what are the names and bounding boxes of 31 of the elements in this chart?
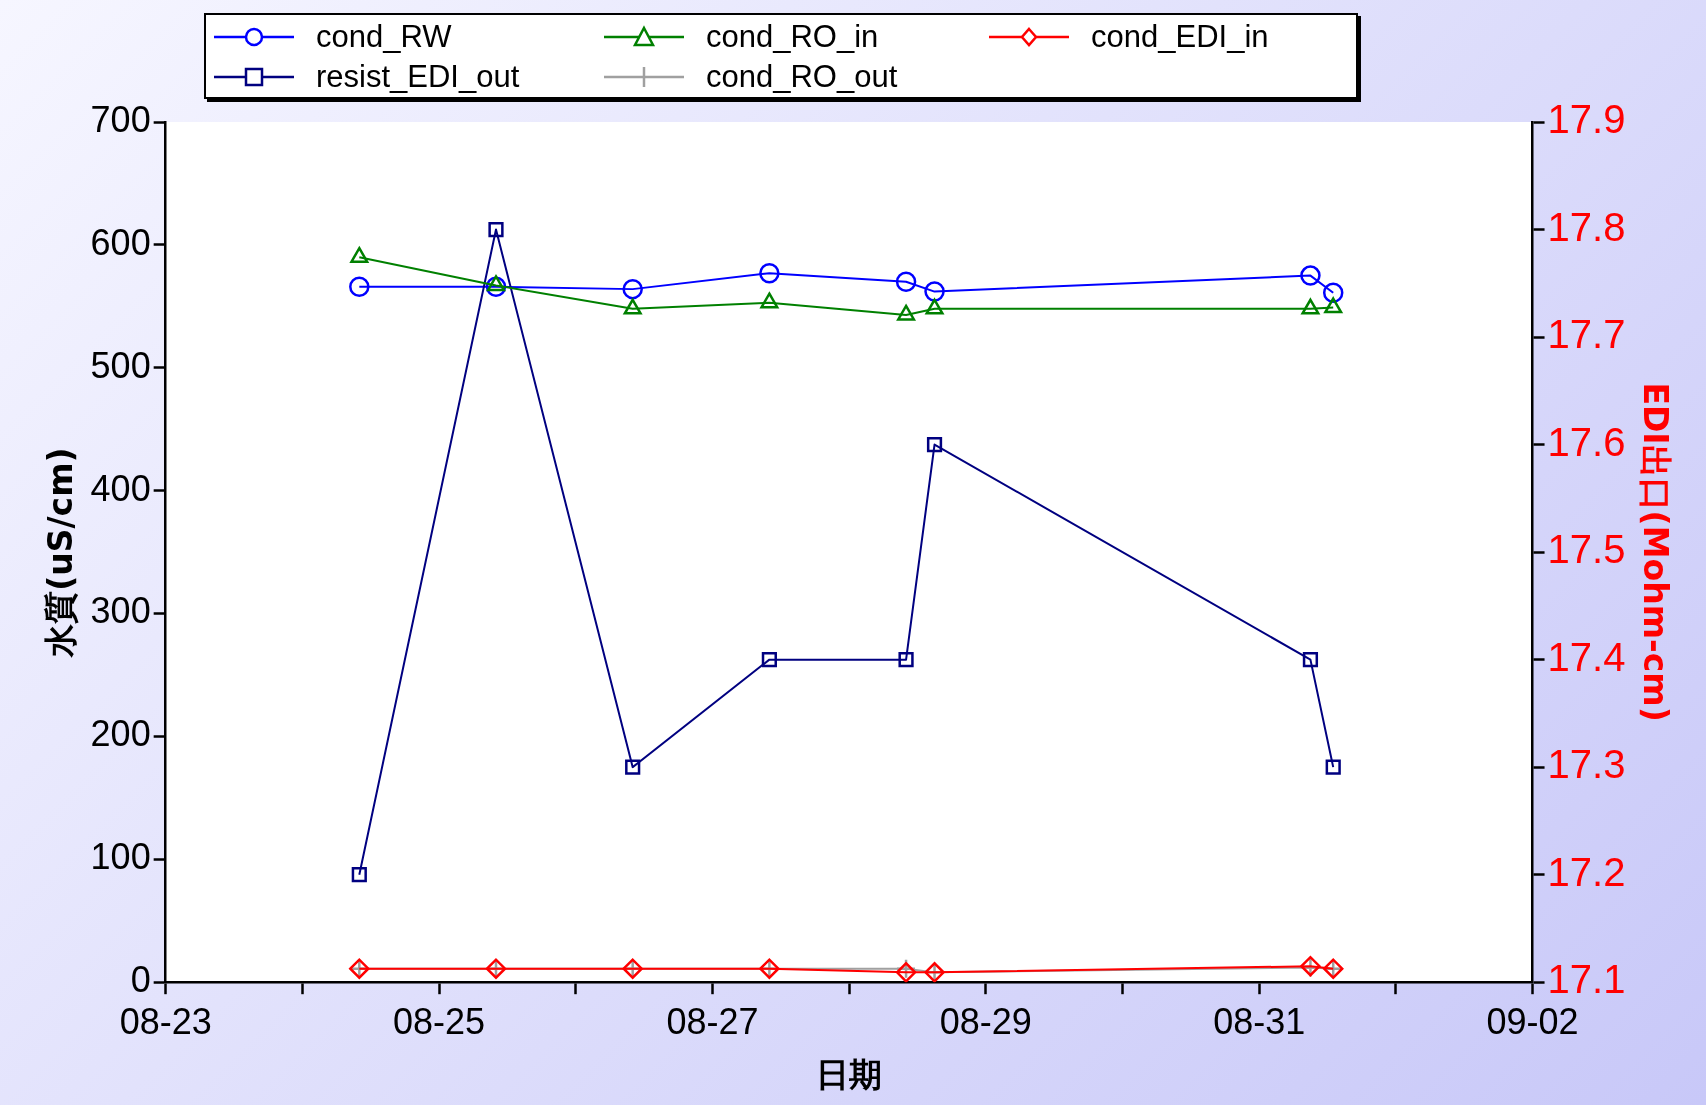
y-tick-label: 500: [90, 344, 151, 386]
x-tick-label: 08-29: [939, 1000, 1032, 1042]
y-tick-label: 100: [90, 836, 151, 878]
x-axis-title: 日期: [816, 1054, 883, 1094]
y-tick-label: 300: [90, 590, 151, 632]
y2-tick-label: 17.8: [1547, 204, 1626, 249]
legend-label: cond_RO_in: [706, 19, 879, 55]
legend-label: cond_RO_out: [706, 59, 898, 95]
x-tick-label: 08-27: [666, 1000, 759, 1042]
y2-tick-label: 17.4: [1547, 634, 1626, 679]
y-tick-label: 400: [90, 467, 151, 509]
y2-tick-label: 17.9: [1547, 97, 1626, 142]
y2-tick-label: 17.1: [1547, 957, 1626, 1002]
y-axis-title: 水質(uS/cm): [41, 447, 81, 658]
x-tick-label: 08-31: [1213, 1000, 1306, 1042]
legend-label: cond_RW: [316, 19, 452, 55]
y2-axis-title: EDI出口(Mohm-cm): [1635, 382, 1675, 722]
y-tick-label: 200: [90, 713, 151, 755]
x-tick-label: 08-23: [119, 1000, 212, 1042]
y-tick-label: 600: [90, 221, 151, 263]
y-tick-label: 0: [130, 959, 151, 1001]
y2-tick-label: 17.6: [1547, 419, 1626, 464]
legend-label: cond_EDI_in: [1091, 19, 1269, 55]
legend-label: resist_EDI_out: [316, 59, 520, 95]
x-tick-label: 09-02: [1486, 1000, 1579, 1042]
y2-tick-label: 17.5: [1547, 527, 1626, 572]
y2-tick-label: 17.2: [1547, 849, 1626, 894]
y-tick-label: 700: [90, 98, 151, 140]
y2-tick-label: 17.3: [1547, 742, 1626, 787]
y2-tick-label: 17.7: [1547, 312, 1626, 357]
x-tick-label: 08-25: [393, 1000, 486, 1042]
